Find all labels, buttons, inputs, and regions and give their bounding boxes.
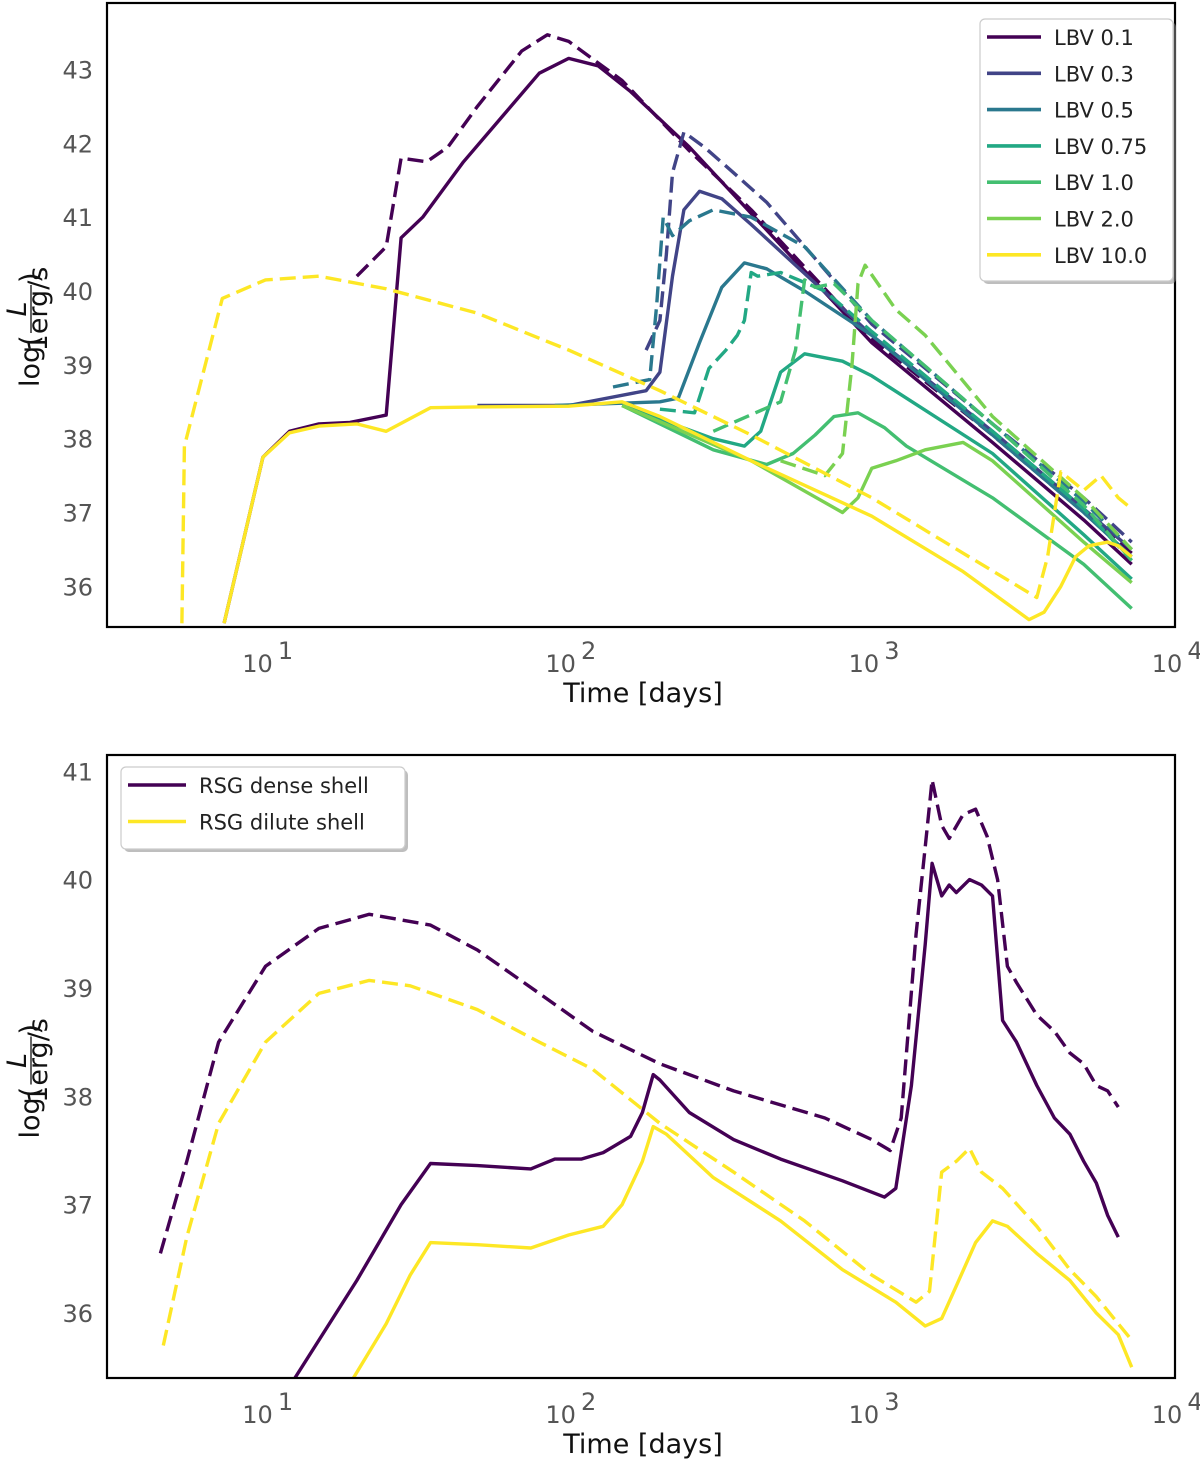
series-line-lbv-10-0-solid bbox=[222, 400, 1133, 624]
x-axis-label: Time [days] bbox=[562, 1429, 722, 1460]
series-group bbox=[158, 778, 1134, 1378]
legend: LBV 0.1 LBV 0.3 LBV 0.5 LBV 0.75 LBV 1.0 LBV … bbox=[979, 18, 1176, 284]
svg-text:): ) bbox=[15, 272, 46, 283]
series-line-lbv-10-0-dashed bbox=[180, 274, 1133, 624]
x-tick-exponent: 2 bbox=[581, 637, 596, 665]
x-axis-label: Time [days] bbox=[562, 678, 722, 709]
legend-entry-label: LBV 0.1 bbox=[1054, 26, 1134, 50]
x-tick-label: 10 bbox=[1152, 1401, 1183, 1429]
legend-entry-label: RSG dense shell bbox=[199, 774, 369, 798]
legend: RSG dense shell RSG dilute shell bbox=[120, 766, 408, 852]
y-tick-label: 41 bbox=[62, 758, 93, 786]
x-tick-label: 10 bbox=[242, 1401, 273, 1429]
series-line-rsg-dense-shell-dashed bbox=[158, 778, 1120, 1254]
legend-entry-label: LBV 0.75 bbox=[1054, 135, 1147, 159]
x-tick-label: 10 bbox=[849, 650, 880, 678]
y-tick-label: 37 bbox=[62, 500, 93, 528]
x-tick-label: 10 bbox=[1152, 650, 1183, 678]
series-line-rsg-dilute-shell-dashed bbox=[161, 978, 1134, 1346]
svg-text:L: L bbox=[2, 1053, 33, 1068]
svg-text:1erg/s: 1erg/s bbox=[23, 1018, 54, 1103]
x-tick-exponent: 1 bbox=[278, 637, 293, 665]
plot-frame bbox=[105, 753, 1177, 1380]
legend-entry-label: LBV 0.5 bbox=[1054, 99, 1134, 123]
y-tick-label: 40 bbox=[62, 278, 93, 306]
y-tick-label: 43 bbox=[62, 56, 93, 84]
legend-entry-label: RSG dilute shell bbox=[199, 811, 365, 835]
series-line-lbv-2-0-solid bbox=[621, 403, 1133, 584]
y-tick-label: 42 bbox=[62, 130, 93, 158]
y-tick-label: 40 bbox=[62, 867, 93, 895]
y-tick-label: 36 bbox=[62, 573, 93, 601]
x-tick-exponent: 4 bbox=[1187, 1388, 1200, 1416]
series-line-lbv-2-0-dashed bbox=[780, 263, 1133, 551]
y-tick-label: 36 bbox=[62, 1300, 93, 1328]
x-tick-exponent: 2 bbox=[581, 1388, 596, 1416]
y-tick-label: 41 bbox=[62, 204, 93, 232]
x-tick-exponent: 3 bbox=[884, 1388, 899, 1416]
legend-entry-label: LBV 10.0 bbox=[1054, 244, 1147, 268]
svg-text:L: L bbox=[2, 301, 33, 316]
y-tick-label: 38 bbox=[62, 1083, 93, 1111]
legend-entry-label: LBV 0.3 bbox=[1054, 62, 1134, 86]
series-group bbox=[180, 33, 1133, 624]
svg-text:log(: log( bbox=[15, 1087, 46, 1139]
x-tick-label: 10 bbox=[849, 1401, 880, 1429]
series-line-lbv-1-0-dashed bbox=[712, 278, 1133, 562]
legend-entry-label: LBV 2.0 bbox=[1054, 208, 1134, 232]
y-tick-label: 38 bbox=[62, 426, 93, 454]
svg-text:1erg/s: 1erg/s bbox=[23, 267, 54, 352]
x-tick-label: 10 bbox=[545, 1401, 576, 1429]
x-tick-exponent: 3 bbox=[884, 637, 899, 665]
plot-frame bbox=[105, 1, 1177, 629]
y-tick-label: 39 bbox=[62, 352, 93, 380]
y-tick-label: 39 bbox=[62, 975, 93, 1003]
series-line-rsg-dilute-shell-solid bbox=[351, 1124, 1134, 1378]
legend-entry-label: LBV 1.0 bbox=[1054, 171, 1134, 195]
svg-text:log(: log( bbox=[15, 335, 46, 387]
y-tick-label: 37 bbox=[62, 1192, 93, 1220]
series-line-rsg-dense-shell-solid bbox=[293, 861, 1120, 1378]
x-tick-label: 10 bbox=[242, 650, 273, 678]
x-tick-exponent: 4 bbox=[1187, 637, 1200, 665]
svg-text:): ) bbox=[15, 1024, 46, 1035]
series-line-lbv-0-75-solid bbox=[621, 352, 1133, 581]
x-tick-exponent: 1 bbox=[278, 1388, 293, 1416]
series-line-lbv-0-75-dashed bbox=[659, 270, 1133, 562]
x-tick-label: 10 bbox=[545, 650, 576, 678]
